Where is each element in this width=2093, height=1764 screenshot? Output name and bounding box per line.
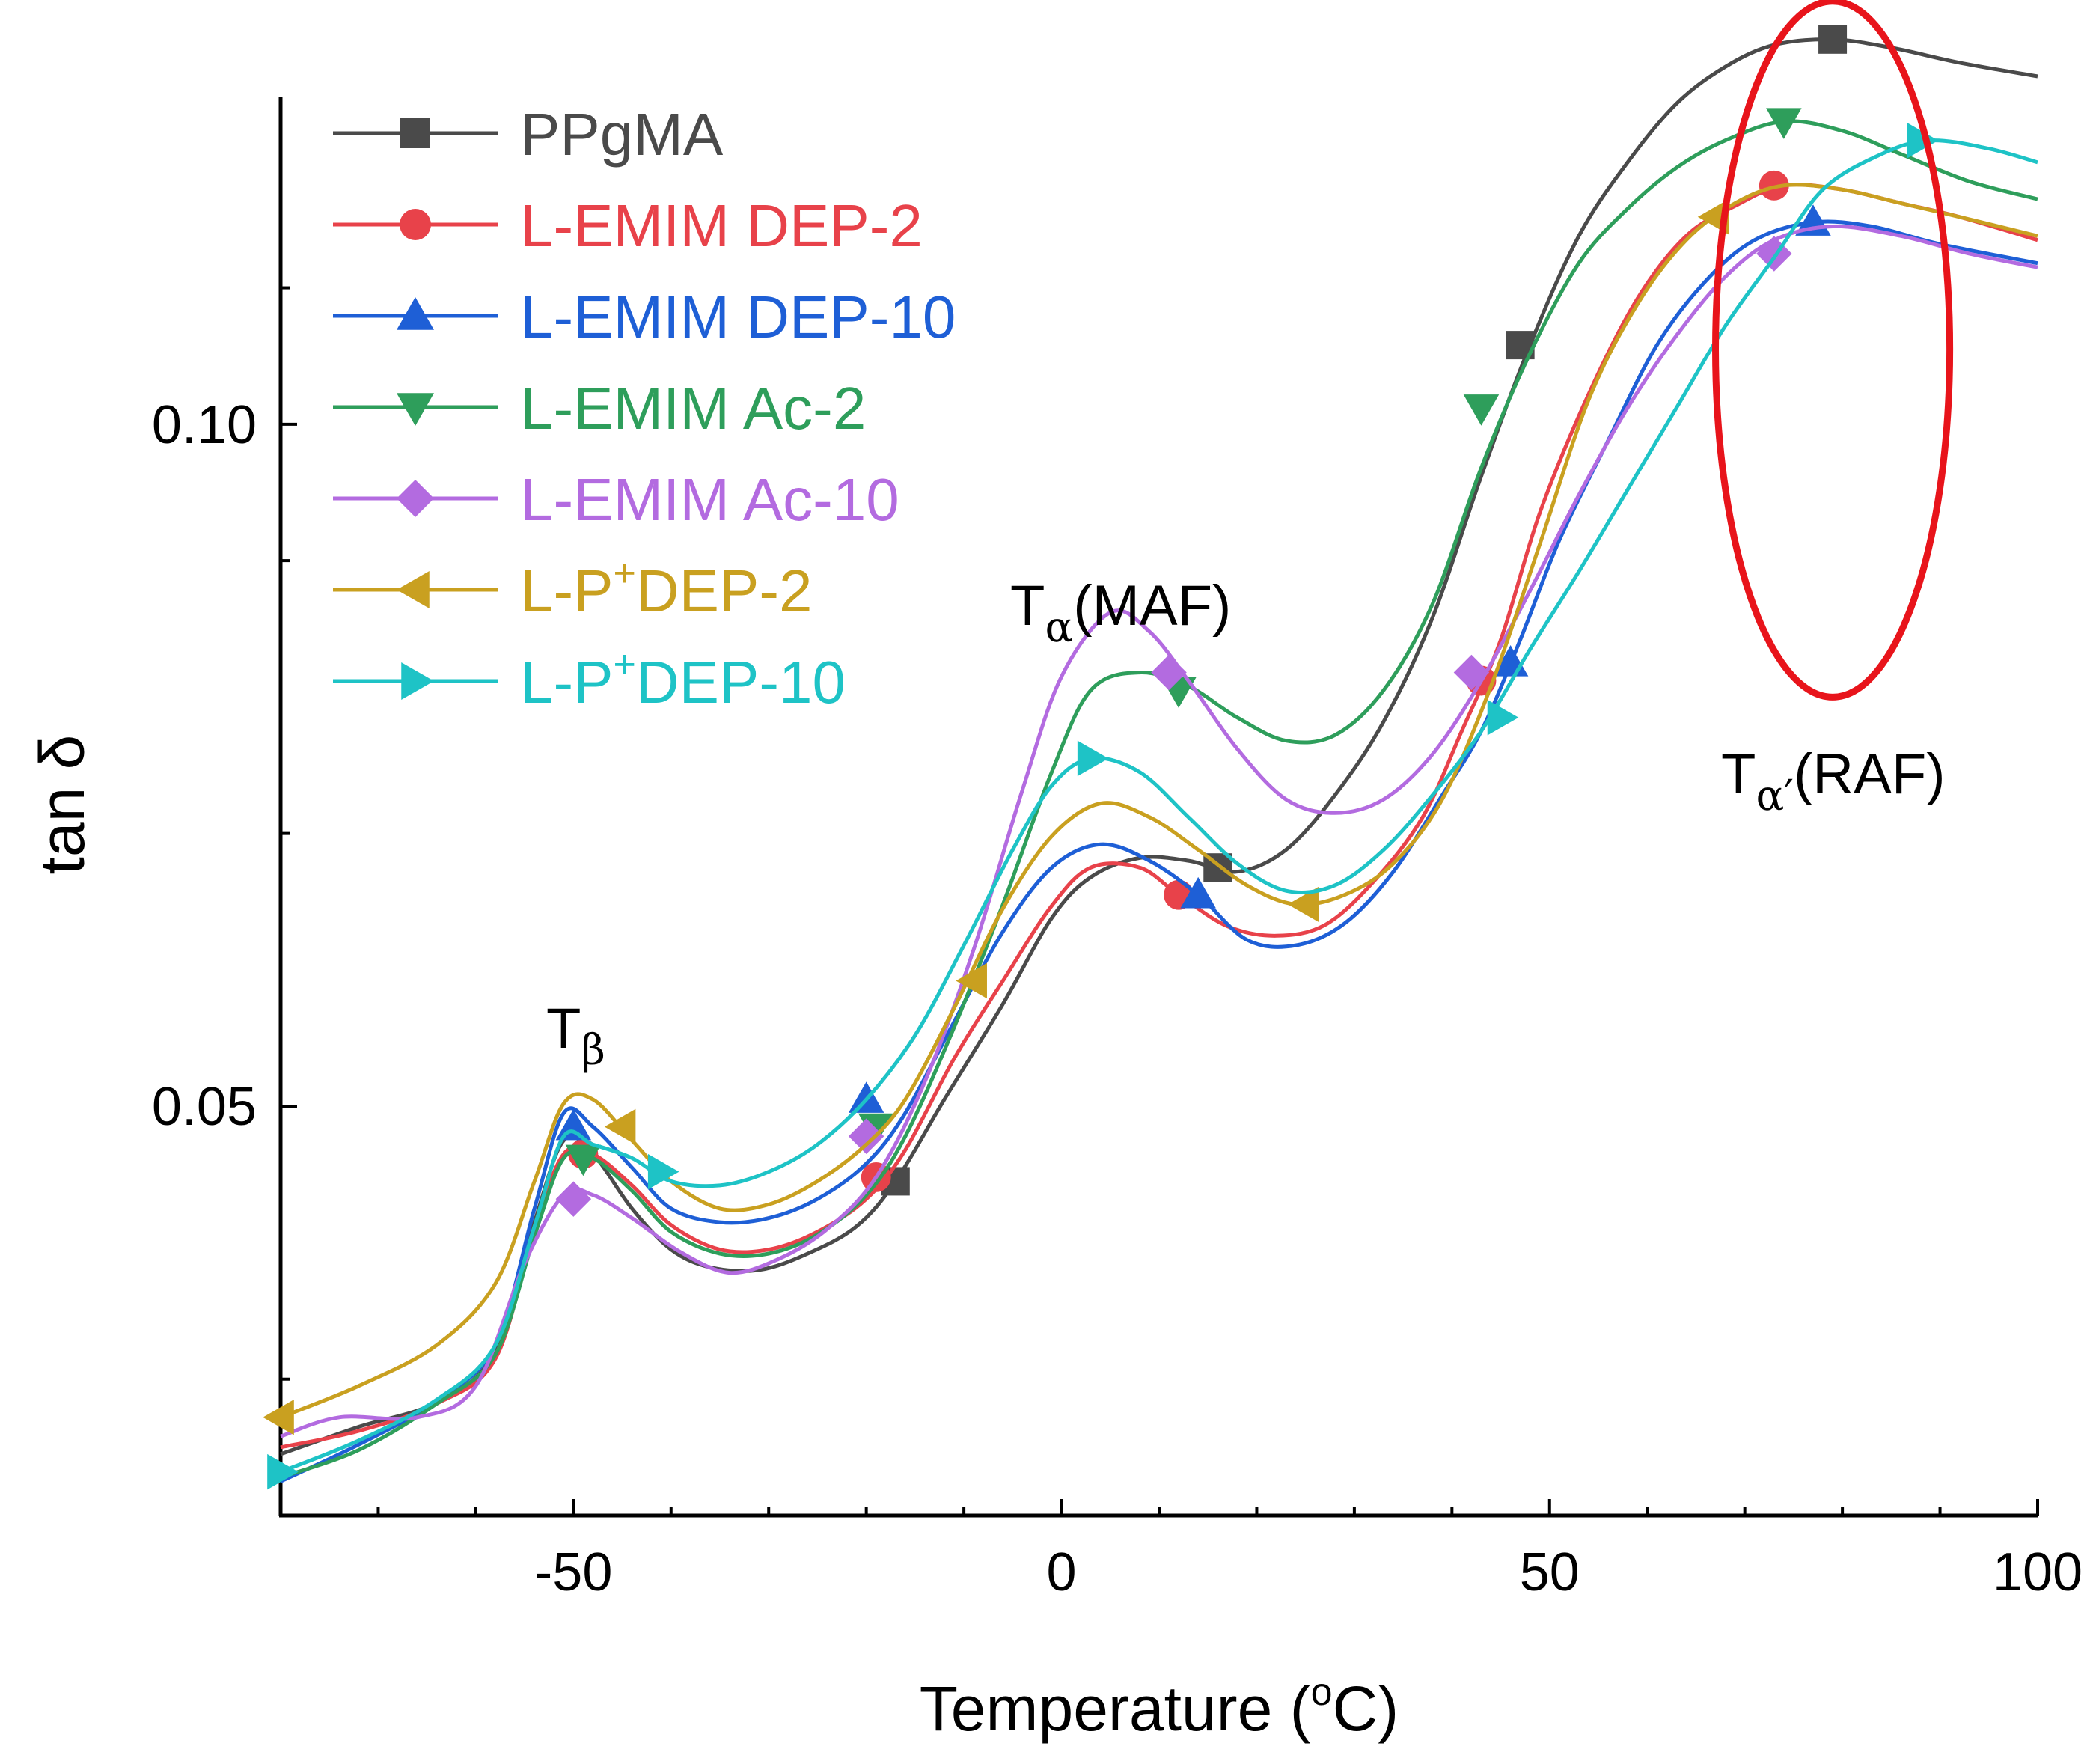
legend-entry: L-P+DEP-2 <box>333 552 813 624</box>
y-tick-labels: 0.05 0.10 <box>152 395 257 1137</box>
data-point <box>1453 654 1490 691</box>
legend-entry: L-EMIM Ac-10 <box>333 466 899 533</box>
legend-marker <box>401 662 434 700</box>
series-line <box>280 183 2038 1420</box>
y-tick-label: 0.10 <box>152 395 257 455</box>
legend-label: PPgMA <box>520 101 724 168</box>
data-point <box>848 1118 884 1155</box>
data-point <box>1818 25 1848 54</box>
legend-entry: L-EMIM DEP-10 <box>333 284 956 350</box>
legend-label: L-P+DEP-2 <box>520 552 813 624</box>
data-point <box>1907 122 1939 159</box>
data-point <box>1077 740 1109 777</box>
series-layer <box>263 25 2038 1490</box>
y-axis-title: tan δ <box>27 735 97 875</box>
x-tick-label: 0 <box>1047 1542 1077 1602</box>
x-axis-title: Temperature (oC) <box>920 1670 1399 1744</box>
legend-label: L-EMIM DEP-2 <box>520 192 923 259</box>
legend-marker <box>397 480 434 517</box>
data-point <box>263 1400 294 1435</box>
legend-entry: L-EMIM Ac-2 <box>333 375 866 442</box>
data-point <box>1287 886 1319 923</box>
data-point <box>1151 654 1187 691</box>
series-line <box>279 219 2038 1483</box>
x-tick-labels: -50 0 50 100 <box>534 1542 2083 1602</box>
data-point <box>555 1181 592 1217</box>
series-l-emim-ac-2 <box>280 108 2038 1480</box>
series-l-emim-ac-10 <box>280 224 2038 1438</box>
legend-label: L-EMIM Ac-10 <box>520 466 899 533</box>
data-point <box>1766 108 1802 139</box>
legend-label: L-EMIM Ac-2 <box>520 375 866 442</box>
series-line <box>280 224 2038 1438</box>
data-point <box>1487 699 1519 736</box>
annotation-t-alpha-prime-raf: Tα′(RAF) <box>1721 742 1946 820</box>
legend-label: L-EMIM DEP-10 <box>520 284 956 350</box>
data-point <box>1180 876 1216 909</box>
legend-marker <box>397 571 430 608</box>
legend-entry: PPgMA <box>333 101 724 168</box>
series-l-p-dep-2 <box>263 183 2038 1435</box>
raf-highlight-ellipse <box>1712 0 1954 701</box>
legend-marker <box>397 393 434 426</box>
x-tick-label: 100 <box>1993 1542 2083 1602</box>
tick-marks <box>281 286 2039 1516</box>
legend-label: L-P+DEP-10 <box>520 643 846 715</box>
legend: PPgMA L-EMIM DEP-2 L-EMIM DEP-10 L-EMIM Ac-… <box>333 101 956 715</box>
x-tick-label: 50 <box>1520 1542 1580 1602</box>
legend-marker <box>400 118 430 148</box>
legend-entry: L-P+DEP-10 <box>333 643 846 715</box>
data-point <box>565 1144 602 1176</box>
data-point <box>604 1108 636 1145</box>
legend-entry: L-EMIM DEP-2 <box>333 192 923 259</box>
y-tick-label: 0.05 <box>152 1077 257 1137</box>
annotation-t-alpha-maf: Tα(MAF) <box>1010 574 1231 652</box>
data-point <box>555 1108 592 1141</box>
data-point <box>956 962 987 999</box>
data-point <box>267 1453 299 1490</box>
legend-marker <box>397 297 434 330</box>
data-point <box>1463 394 1500 426</box>
legend-marker <box>400 209 431 240</box>
data-point <box>647 1153 679 1190</box>
x-tick-label: -50 <box>534 1542 612 1602</box>
annotation-t-beta: Tβ <box>546 997 605 1075</box>
